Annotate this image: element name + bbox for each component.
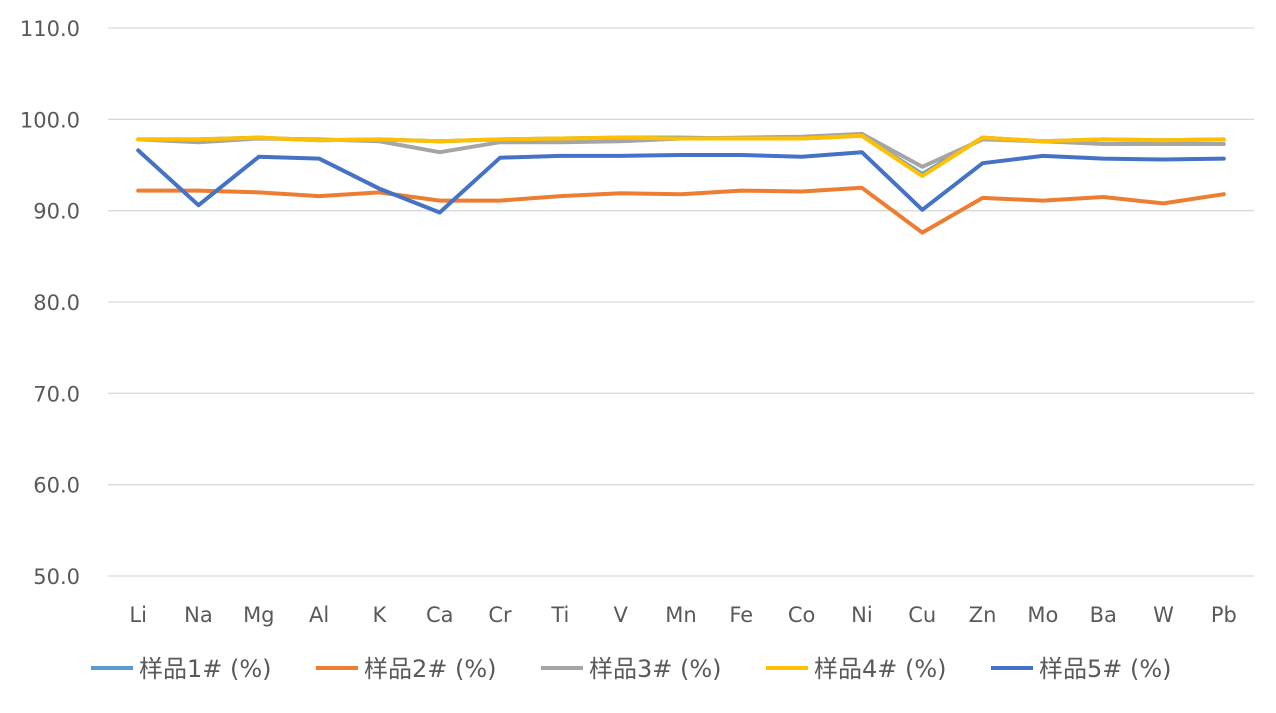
x-tick-label: V	[613, 603, 628, 627]
y-tick-label: 110.0	[20, 17, 80, 41]
legend-label: 样品3# (%)	[589, 655, 722, 683]
x-tick-label: Ca	[426, 603, 454, 627]
y-tick-label: 90.0	[33, 200, 80, 224]
x-tick-label: Mg	[243, 603, 274, 627]
legend-item: 样品4# (%)	[766, 655, 947, 683]
legend: 样品1# (%) 样品2# (%) 样品3# (%) 样品4# (%) 样品5# (%)	[91, 655, 1172, 683]
x-tick-label: Co	[788, 603, 816, 627]
y-tick-label: 50.0	[33, 565, 80, 589]
legend-item: 样品5# (%)	[991, 655, 1172, 683]
x-tick-label: Zn	[969, 603, 997, 627]
series-line-2	[136, 185, 1226, 235]
legend-item: 样品2# (%)	[316, 655, 497, 683]
x-tick-label: Ba	[1090, 603, 1117, 627]
x-tick-label: Ni	[851, 603, 873, 627]
legend-label: 样品4# (%)	[814, 655, 947, 683]
x-tick-label: Mn	[665, 603, 696, 627]
x-tick-label: W	[1153, 603, 1174, 627]
series-line-5	[136, 148, 1226, 215]
y-axis-tick-labels: 50.0 60.0 70.0 80.0 90.0 100.0 110.0	[20, 17, 80, 589]
y-tick-label: 70.0	[33, 382, 80, 406]
y-tick-label: 60.0	[33, 474, 80, 498]
legend-label: 样品2# (%)	[364, 655, 497, 683]
legend-item: 样品3# (%)	[541, 655, 722, 683]
x-tick-label: K	[373, 603, 388, 627]
gridlines	[108, 27, 1254, 577]
x-tick-label: Li	[129, 603, 147, 627]
x-tick-label: Pb	[1211, 603, 1237, 627]
x-tick-label: Na	[184, 603, 213, 627]
x-tick-label: Mo	[1027, 603, 1058, 627]
x-tick-label: Fe	[729, 603, 753, 627]
x-tick-label: Al	[309, 603, 329, 627]
y-tick-label: 80.0	[33, 291, 80, 315]
series-line-4	[136, 133, 1226, 178]
x-axis-tick-labels: Li Na Mg Al K Ca Cr Ti V Mn Fe Co Ni Cu Zn Mo Ba W Pb	[129, 603, 1236, 627]
x-tick-label: Cr	[488, 603, 512, 627]
legend-label: 样品5# (%)	[1039, 655, 1172, 683]
x-tick-label: Ti	[550, 603, 569, 627]
legend-label: 样品1# (%)	[139, 655, 272, 683]
legend-item: 样品1# (%)	[91, 655, 272, 683]
x-tick-label: Cu	[908, 603, 936, 627]
series-lines	[136, 131, 1226, 235]
y-tick-label: 100.0	[20, 108, 80, 132]
